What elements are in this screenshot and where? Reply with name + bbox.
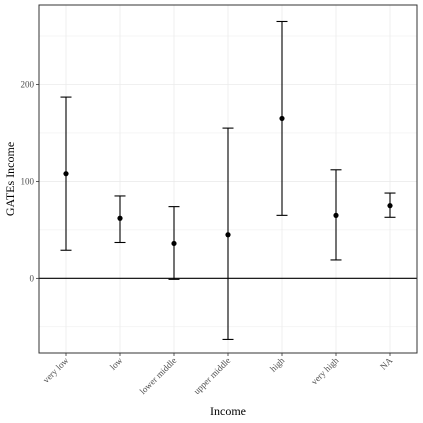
x-axis-title: Income <box>210 404 246 418</box>
x-tick-label: high <box>268 355 287 374</box>
error-bar-upper-middle <box>222 127 234 340</box>
x-tick-label: very low <box>41 355 71 385</box>
y-tick-label: 100 <box>21 176 35 186</box>
point-estimate <box>63 171 69 177</box>
x-tick-label: low <box>108 355 125 372</box>
error-bar-NA <box>384 192 396 218</box>
error-bar-lower-middle <box>168 206 180 280</box>
error-bar-very-low <box>60 96 72 251</box>
x-tick-label: NA <box>378 355 395 372</box>
point-estimate <box>225 232 231 238</box>
error-bar-low <box>114 195 126 244</box>
point-estimate <box>117 215 123 221</box>
y-tick-label: 200 <box>21 79 35 89</box>
y-axis-title: GATEs Income <box>3 142 17 216</box>
x-tick-label: very high <box>309 355 341 387</box>
point-estimate <box>387 203 393 209</box>
point-estimate <box>333 212 339 218</box>
error-bar-very-high <box>330 169 342 261</box>
x-tick-label: upper middle <box>192 355 233 396</box>
y-tick-label: 0 <box>30 273 35 283</box>
error-bars <box>60 20 396 340</box>
x-tick-label: lower middle <box>138 355 179 396</box>
point-estimate <box>171 240 177 247</box>
error-bar-high <box>276 20 288 216</box>
point-estimate <box>279 115 285 122</box>
